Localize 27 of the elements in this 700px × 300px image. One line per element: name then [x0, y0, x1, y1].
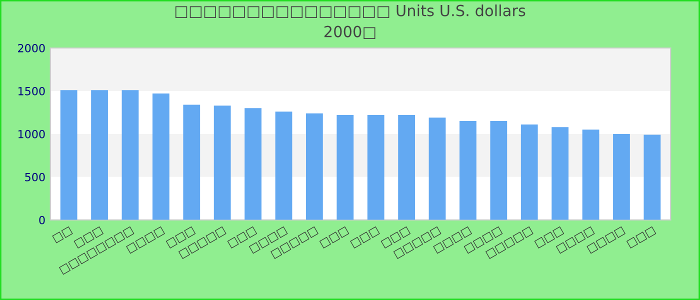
bar	[582, 130, 600, 220]
y-tick-label: 0	[39, 216, 45, 224]
bar	[552, 127, 569, 220]
y-tick-label: 1500	[18, 86, 45, 96]
bar	[214, 106, 231, 220]
chart-title: □□□□□□□□□□□□□□□ Units U.S. dollars	[175, 4, 526, 18]
bar	[644, 134, 661, 220]
y-tick-label: 1000	[18, 130, 45, 138]
bar	[306, 113, 323, 220]
bar	[60, 90, 78, 220]
bar	[398, 115, 415, 220]
bar	[520, 124, 538, 220]
bar	[152, 94, 170, 220]
bar	[91, 90, 108, 220]
bar	[428, 118, 446, 220]
bar	[122, 90, 139, 220]
bar	[244, 108, 262, 220]
bar	[336, 115, 354, 220]
bar	[367, 115, 384, 220]
bar	[460, 121, 476, 220]
y-tick-label: 2000	[18, 44, 45, 52]
y-tick-label: 500	[25, 172, 45, 182]
bar	[613, 134, 630, 220]
chart-subtitle: 2000□	[324, 26, 376, 39]
bar	[490, 121, 508, 220]
bar	[275, 112, 292, 220]
bar	[183, 104, 200, 220]
